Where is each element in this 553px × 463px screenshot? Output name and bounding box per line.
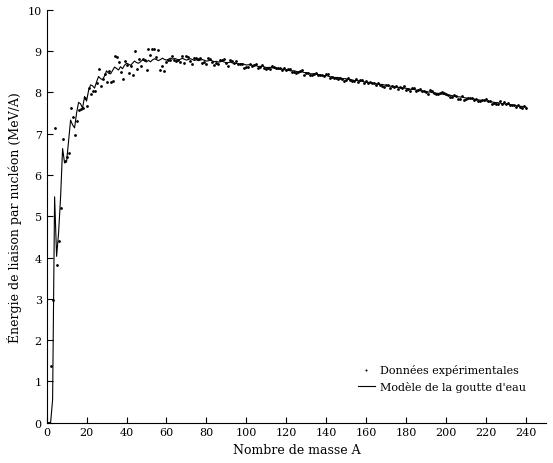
Y-axis label: Énergie de liaison par nucléon (MeV/A): Énergie de liaison par nucléon (MeV/A) [7, 92, 22, 342]
Legend: Données expérimentales, Modèle de la goutte d'eau: Données expérimentales, Modèle de la gou… [353, 360, 530, 397]
X-axis label: Nombre de masse A: Nombre de masse A [232, 443, 360, 456]
